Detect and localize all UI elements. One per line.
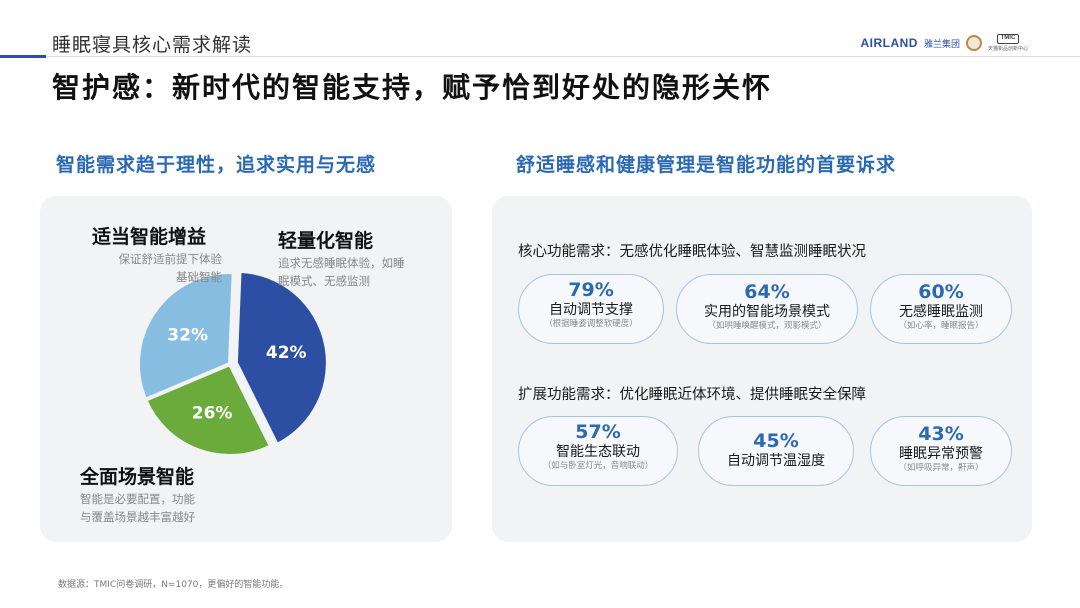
segment-desc-full: 智能是必要配置，功能 与覆盖场景越丰富越好: [80, 490, 240, 526]
segment-desc-light: 追求无感睡眠体验，如睡 眠模式、无感监测: [278, 254, 428, 290]
feature-note: （如与卧室灯光，音响联动）: [542, 461, 654, 471]
tmic-logo-mark: TMIC: [996, 34, 1019, 44]
tmic-logo-text: 天猫新品创新中心: [987, 46, 1028, 52]
feature-pill-sleep-monitor: 60% 无感睡眠监测 （如心率，睡眠报告）: [870, 274, 1012, 344]
core-needs-heading: 核心功能需求：无感优化睡眠体验、智慧监测睡眠状况: [518, 244, 866, 260]
feature-name: 自动调节支撑: [549, 302, 633, 318]
segment-desc-line: 眠模式、无感监测: [278, 274, 370, 288]
feature-pill-sleep-alert: 43% 睡眠异常预警 （如呼吸异常，鼾声）: [870, 416, 1012, 486]
segment-title-light: 轻量化智能: [278, 230, 374, 252]
feature-name: 自动调节温湿度: [727, 453, 825, 469]
right-panel-heading: 舒适睡感和健康管理是智能功能的首要诉求: [516, 154, 897, 176]
feature-pill-temp-humidity: 45% 自动调节温湿度: [698, 416, 854, 486]
brand-seal-icon: [965, 35, 982, 51]
header-divider: [0, 56, 1080, 57]
pie-slice-light-smart: [233, 268, 330, 448]
segment-desc-line: 智能是必要配置，功能: [80, 492, 195, 506]
feature-percent: 45%: [753, 430, 799, 452]
segment-desc-line: 追求无感睡眠体验，如睡: [278, 256, 405, 270]
feature-pill-smart-scene: 64% 实用的智能场景模式 （如哄睡唤醒模式，观影模式）: [676, 274, 858, 344]
smart-demand-pie-chart: 42% 26% 32%: [136, 268, 330, 458]
feature-name: 睡眠异常预警: [899, 446, 983, 462]
feature-note: （根据睡姿调整软硬度）: [544, 319, 638, 329]
feature-percent: 57%: [575, 421, 621, 443]
brand-name: AIRLAND: [860, 36, 918, 50]
feature-pill-auto-support: 79% 自动调节支撑 （根据睡姿调整软硬度）: [518, 274, 664, 344]
data-source-note: 数据源：TMIC问卷调研，N=1070，更偏好的智能功能。: [58, 580, 289, 590]
feature-pill-ecosystem-link: 57% 智能生态联动 （如与卧室灯光，音响联动）: [518, 416, 678, 486]
segment-title-moderate: 适当智能增益: [92, 226, 207, 248]
brand-name-cn: 雅兰集团: [923, 39, 960, 50]
feature-note: （如哄睡唤醒模式，观影模式）: [707, 321, 827, 331]
segment-desc-line: 与覆盖场景越丰富越好: [80, 510, 195, 524]
feature-name: 实用的智能场景模式: [704, 304, 830, 320]
feature-note: （如心率，睡眠报告）: [898, 321, 984, 331]
tmic-logo: TMIC 天猫新品创新中心: [988, 34, 1028, 52]
left-panel-heading: 智能需求趋于理性，追求实用与无感: [56, 154, 377, 176]
section-title: 睡眠寝具核心需求解读: [52, 34, 253, 56]
pie-slice-label: 26%: [192, 403, 233, 423]
segment-desc-line: 保证舒适前提下体验: [118, 252, 223, 266]
segment-desc-line: 基础智能: [176, 270, 222, 284]
pie-slice-moderate: [136, 270, 236, 403]
header-divider-accent: [0, 55, 46, 58]
pie-slice-label: 42%: [266, 343, 307, 363]
page-headline: 智护感：新时代的智能支持，赋予恰到好处的隐形关怀: [52, 71, 773, 104]
feature-percent: 79%: [568, 279, 614, 301]
feature-note: （如呼吸异常，鼾声）: [898, 463, 984, 473]
feature-name: 无感睡眠监测: [899, 304, 983, 320]
segment-desc-moderate: 保证舒适前提下体验 基础智能: [92, 250, 223, 286]
brand-logos: AIRLAND 雅兰集团 TMIC 天猫新品创新中心: [860, 34, 1028, 52]
feature-percent: 64%: [744, 281, 790, 303]
feature-name: 智能生态联动: [556, 444, 640, 460]
segment-title-full: 全面场景智能: [80, 466, 195, 488]
feature-percent: 60%: [918, 281, 964, 303]
feature-percent: 43%: [918, 423, 964, 445]
pie-slice-label: 32%: [167, 326, 208, 346]
extended-needs-heading: 扩展功能需求：优化睡眠近体环境、提供睡眠安全保障: [518, 387, 866, 403]
